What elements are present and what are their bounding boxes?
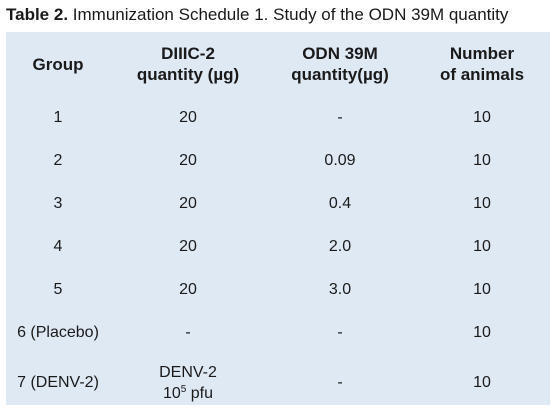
table-row: 3 20 0.4 10 [6, 182, 550, 225]
table-row: 1 20 - 10 [6, 96, 550, 139]
cell-group: 3 [53, 195, 63, 212]
cell-diiic-quantity: - [185, 324, 191, 341]
cell-number-of-animals: 10 [473, 281, 491, 298]
cell-diiic-quantity: 20 [179, 152, 197, 169]
header-odn-line1: ODN 39M [302, 44, 378, 63]
cell-number-of-animals: 10 [473, 152, 491, 169]
table-row: 4 20 2.0 10 [6, 225, 550, 268]
cell-diiic-line1: DENV-2 [159, 363, 217, 381]
header-odn-line2: quantity(µg) [291, 65, 389, 84]
cell-diiic-dose: 105 pfu [110, 383, 266, 404]
cell-group: 7 (DENV-2) [17, 374, 99, 391]
cell-number-of-animals: 10 [473, 109, 491, 126]
cell-odn-quantity: 2.0 [328, 238, 352, 255]
header-diiic-line2: quantity (µg) [136, 65, 240, 84]
cell-diiic-base: 10 [162, 384, 181, 402]
header-animals-line1: Number [449, 44, 515, 63]
cell-number-of-animals: 10 [473, 195, 491, 212]
cell-group: 2 [53, 152, 63, 169]
cell-diiic-quantity: 20 [179, 195, 197, 212]
header-group: Group [32, 54, 84, 74]
header-number-of-animals: Number of animals [414, 32, 550, 96]
cell-diiic-unit: pfu [186, 384, 214, 402]
cell-diiic-exponent: 5 [180, 383, 187, 395]
header-diiic-quantity: DIIIC-2 quantity (µg) [110, 32, 266, 96]
header-odn-quantity: ODN 39M quantity(µg) [266, 32, 414, 96]
table-row: 2 20 0.09 10 [6, 139, 550, 182]
cell-diiic-quantity: DENV-2 105 pfu [110, 354, 266, 411]
cell-odn-quantity: - [337, 324, 343, 341]
cell-odn-quantity: - [337, 374, 343, 391]
cell-diiic-quantity: 20 [179, 281, 197, 298]
caption-label: Table 2. [6, 5, 69, 24]
immunization-schedule-table: Group DIIIC-2 quantity (µg) ODN 39M quan… [6, 32, 550, 411]
cell-number-of-animals: 10 [473, 238, 491, 255]
cell-odn-quantity: 0.09 [324, 152, 356, 169]
cell-diiic-quantity: 20 [179, 238, 197, 255]
caption-text: Immunization Schedule 1. Study of the OD… [72, 5, 509, 24]
cell-number-of-animals: 10 [473, 374, 491, 391]
table-caption: Table 2. Immunization Schedule 1. Study … [6, 4, 508, 26]
table-row: 5 20 3.0 10 [6, 268, 550, 311]
cell-group: 4 [53, 238, 63, 255]
cell-odn-quantity: 0.4 [328, 195, 352, 212]
cell-group: 5 [53, 281, 63, 298]
table-row: 7 (DENV-2) DENV-2 105 pfu - 10 [6, 354, 550, 411]
schedule-table-container: Group DIIIC-2 quantity (µg) ODN 39M quan… [6, 32, 550, 405]
cell-group: 1 [53, 109, 63, 126]
cell-diiic-quantity: 20 [179, 109, 197, 126]
cell-odn-quantity: 3.0 [328, 281, 352, 298]
cell-odn-quantity: - [337, 109, 343, 126]
header-diiic-line1: DIIIC-2 [161, 44, 215, 63]
cell-number-of-animals: 10 [473, 324, 491, 341]
table-header-row: Group DIIIC-2 quantity (µg) ODN 39M quan… [6, 32, 550, 96]
header-animals-line2: of animals [439, 65, 525, 84]
table-row: 6 (Placebo) - - 10 [6, 311, 550, 354]
cell-group: 6 (Placebo) [17, 324, 99, 341]
